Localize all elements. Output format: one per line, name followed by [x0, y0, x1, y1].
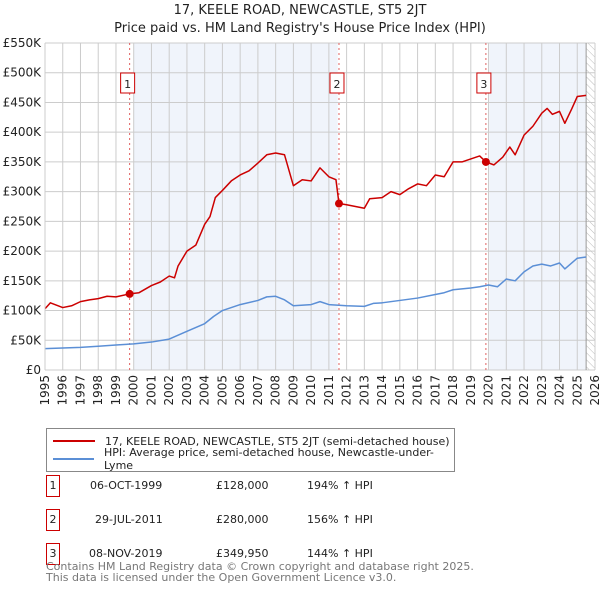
x-tick-label: 1997 — [73, 375, 87, 406]
sale-date: 08-NOV-2019 — [89, 547, 163, 560]
x-tick-label: 2016 — [411, 375, 425, 406]
x-tick-label: 1995 — [38, 375, 52, 406]
ownership-band — [133, 43, 338, 370]
x-tick-label: 2002 — [162, 375, 176, 406]
sale-point — [125, 289, 134, 298]
x-tick-label: 2018 — [446, 375, 460, 406]
sale-marker-box — [120, 72, 136, 94]
legend-item-property: 17, KEELE ROAD, NEWCASTLE, ST5 2JT (semi… — [53, 433, 450, 449]
sale-marker-label: 3 — [480, 78, 487, 91]
x-tick-label: 2019 — [464, 375, 478, 406]
legend-label: 17, KEELE ROAD, NEWCASTLE, ST5 2JT (semi… — [105, 434, 450, 448]
x-tick-label: 2021 — [499, 375, 513, 406]
x-tick-label: 2006 — [233, 375, 247, 406]
x-tick-label: 2017 — [428, 375, 442, 406]
x-tick-label: 2005 — [215, 375, 229, 406]
sale-marker-box — [476, 72, 492, 94]
y-tick-label: £350K — [3, 155, 43, 169]
sale-hpi: 156% ↑ HPI — [307, 513, 373, 526]
x-tick-label: 2007 — [251, 375, 265, 406]
y-tick-label: £300K — [3, 185, 43, 199]
x-tick-label: 2020 — [482, 375, 496, 406]
y-tick-label: £50K — [10, 333, 42, 347]
x-tick-label: 2026 — [588, 375, 600, 406]
hpi-line — [44, 256, 587, 350]
y-tick-label: £550K — [3, 36, 43, 50]
x-tick-label: 1996 — [56, 375, 70, 406]
sale-marker-box — [329, 72, 345, 94]
y-tick-label: £400K — [3, 125, 43, 139]
sale-marker-number: 1 — [46, 475, 60, 497]
sale-price: £280,000 — [216, 513, 269, 526]
x-tick-label: 2012 — [340, 375, 354, 406]
y-tick-label: £500K — [3, 66, 43, 80]
sale-hpi: 194% ↑ HPI — [307, 479, 373, 492]
x-tick-label: 2008 — [269, 375, 283, 406]
sale-hpi: 144% ↑ HPI — [307, 547, 373, 560]
y-tick-label: £450K — [3, 95, 43, 109]
plot-area: 1995 1996 1997 1998 1999 2000 2001 2002 2003 2004… — [3, 36, 600, 406]
property-price-line — [44, 94, 587, 310]
x-tick-label: 1999 — [109, 375, 123, 406]
footer-copyright: Contains HM Land Registry data © Crown c… — [46, 560, 474, 573]
legend-swatch — [53, 458, 94, 460]
sale-point — [334, 199, 343, 208]
y-tick-label: £100K — [3, 304, 43, 318]
x-tick-label: 2013 — [357, 375, 371, 406]
chart-title: 17, KEELE ROAD, NEWCASTLE, ST5 2JT — [173, 3, 427, 18]
ownership-band — [489, 43, 587, 370]
legend: 17, KEELE ROAD, NEWCASTLE, ST5 2JT (semi… — [46, 428, 455, 472]
x-tick-label: 2024 — [553, 375, 567, 406]
sale-price: £349,950 — [216, 547, 269, 560]
x-tick-label: 2010 — [304, 375, 318, 406]
y-tick-label: £150K — [3, 274, 43, 288]
x-tick-label: 2009 — [286, 375, 300, 406]
x-tick-label: 2025 — [570, 375, 584, 406]
x-tick-label: 1998 — [91, 375, 105, 406]
x-tick-label: 2014 — [375, 375, 389, 406]
legend-swatch — [53, 440, 95, 442]
sale-date: 29-JUL-2011 — [95, 513, 163, 526]
x-tick-label: 2001 — [144, 375, 158, 406]
x-tick-label: 2022 — [517, 375, 531, 406]
legend-item-hpi: HPI: Average price, semi-detached house,… — [53, 446, 454, 472]
x-tick-label: 2000 — [127, 375, 141, 406]
x-tick-label: 2023 — [535, 375, 549, 406]
sale-marker-label: 1 — [124, 78, 131, 91]
x-tick-label: 2015 — [393, 375, 407, 406]
sale-point — [481, 157, 490, 166]
x-tick-label: 2011 — [322, 375, 336, 406]
forecast-hatch — [586, 43, 595, 370]
sale-marker-number: 2 — [46, 509, 60, 531]
y-tick-label: £0 — [26, 363, 41, 377]
sale-price: £128,000 — [216, 479, 269, 492]
y-tick-label: £200K — [3, 244, 43, 258]
x-tick-label: 2003 — [180, 375, 194, 406]
sale-date: 06-OCT-1999 — [90, 479, 163, 492]
chart-subtitle: Price paid vs. HM Land Registry's House … — [114, 21, 486, 36]
y-tick-label: £250K — [3, 214, 43, 228]
sale-marker-number: 3 — [46, 543, 60, 565]
footer-licence: This data is licensed under the Open Gov… — [46, 571, 397, 584]
x-tick-label: 2004 — [198, 375, 212, 406]
legend-label: HPI: Average price, semi-detached house,… — [103, 446, 434, 472]
sale-marker-label: 2 — [333, 78, 340, 91]
